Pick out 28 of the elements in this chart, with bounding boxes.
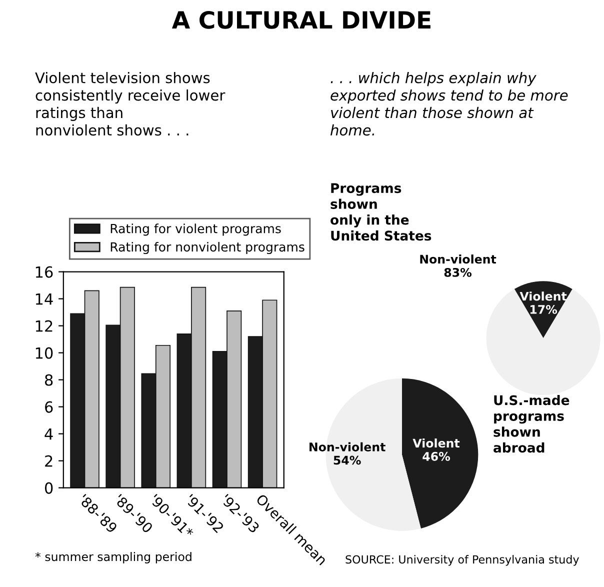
slice-label: Non-violent: [310, 442, 386, 452]
slice-label: Violent: [520, 292, 567, 301]
data-label: 54%: [334, 456, 361, 465]
y-tick-label: 6: [45, 401, 53, 413]
y-tick-label: 16: [36, 266, 53, 278]
pie-slice: [402, 378, 478, 528]
chart-subtitle: . . . which helps explain why exported shows tend to be more violent than those shown at home.: [330, 72, 568, 136]
text: U.S.-made programs shown abroad: [494, 395, 570, 453]
y-tick-label: 4: [44, 428, 53, 440]
source-note: SOURCE: University of Pennsylvania study: [346, 555, 579, 566]
y-tick-label: 10: [36, 347, 53, 359]
slice-label: Violent: [412, 438, 460, 448]
chart-title: A CULTURAL DIVIDE: [172, 10, 430, 29]
y-tick-label: 0: [44, 482, 53, 494]
slice-label: Non-violent: [420, 254, 496, 264]
legend-label: Rating for nonviolent programs: [110, 242, 304, 254]
y-tick-label: 8: [45, 374, 53, 386]
data-label: 17%: [530, 305, 558, 314]
pie-slice: [486, 288, 600, 396]
legend-label: Rating for violent programs: [110, 224, 281, 236]
y-tick-label: 12: [36, 320, 52, 332]
text: * summer sampling period: [35, 552, 192, 564]
chart-subtitle: Violent television shows consistently receive lower ratings than nonviolent shows . . .: [35, 72, 226, 136]
data-label: 46%: [422, 452, 450, 461]
y-tick-label: 14: [36, 293, 53, 305]
chart-title: Programs shown only in the United States: [330, 183, 432, 241]
data-label: 83%: [444, 268, 472, 277]
y-tick-label: 2: [45, 455, 52, 467]
